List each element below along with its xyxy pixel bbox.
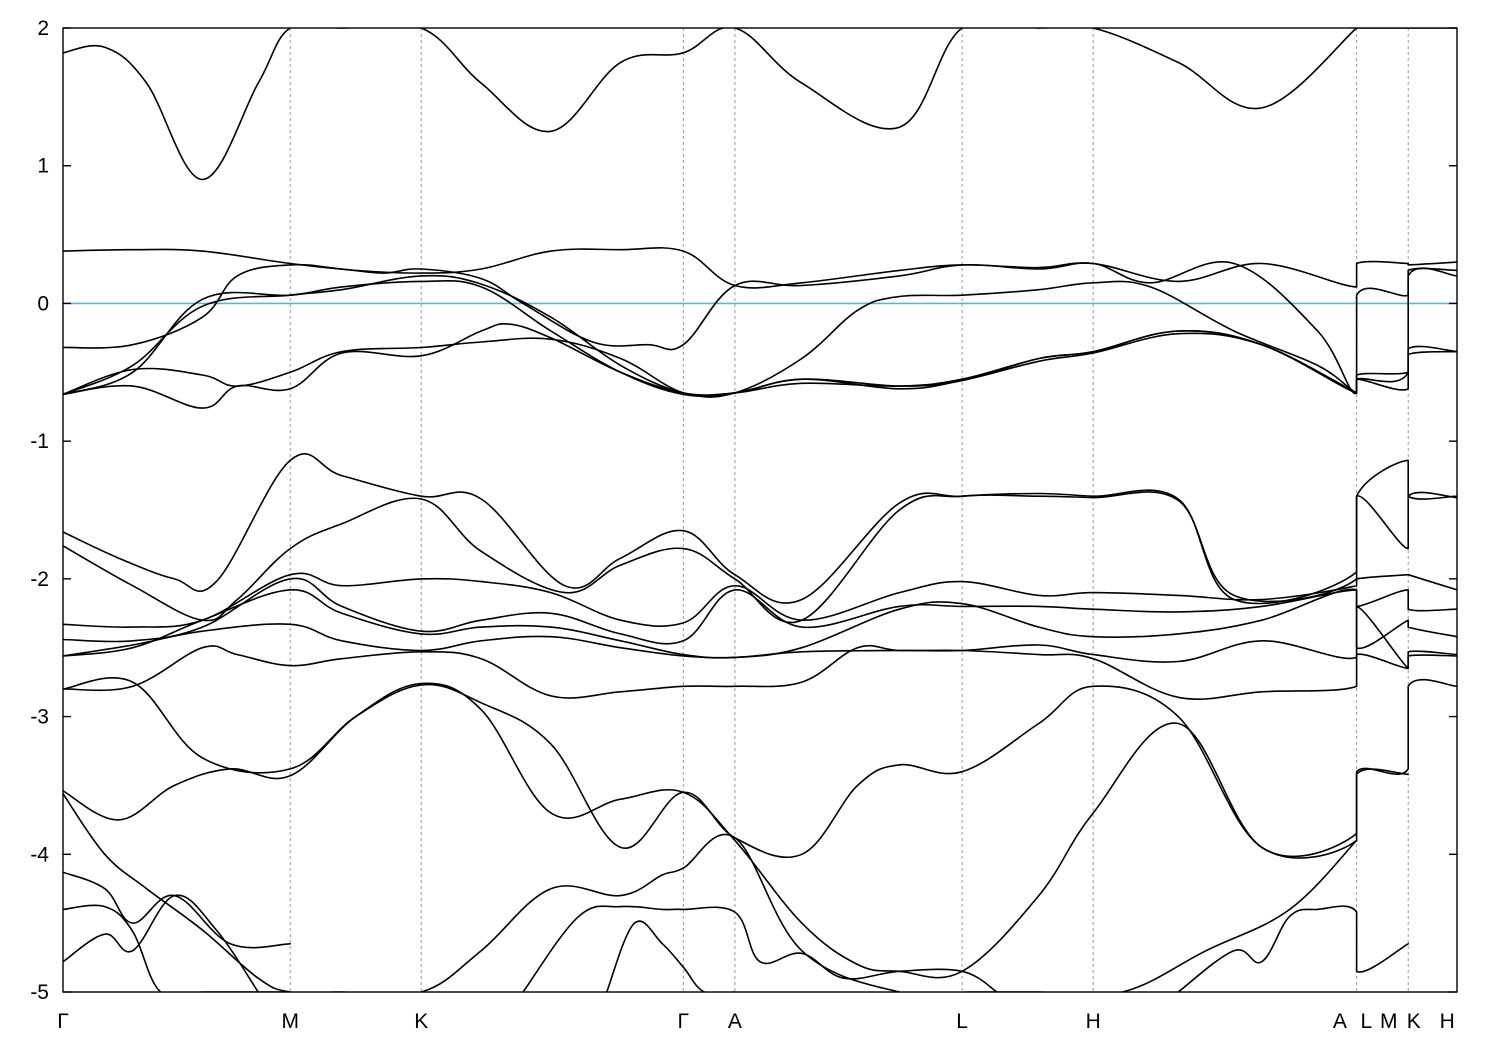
band-line-11 <box>63 577 1457 645</box>
x-tick-label: K <box>414 1010 428 1033</box>
x-tick-label: L <box>1361 1010 1373 1033</box>
y-tick-label: -2 <box>30 568 49 591</box>
x-tick-label: Γ <box>678 1010 690 1033</box>
band-line-9 <box>63 491 1457 624</box>
band-line-14 <box>63 644 1457 700</box>
kpoint-gridlines <box>289 28 1409 992</box>
x-tick-label: K <box>1407 1010 1421 1033</box>
x-tick-label: Γ <box>57 1010 69 1033</box>
band-line-4 <box>63 267 1457 398</box>
y-tick-label: -4 <box>30 843 49 866</box>
band-line-16 <box>63 682 1409 979</box>
x-tick-label: H <box>1086 1010 1101 1033</box>
band-line-22 <box>605 920 736 992</box>
plot-frame <box>62 27 1458 993</box>
band-line-3 <box>63 261 1457 395</box>
band-line-20 <box>63 894 259 992</box>
band-line-6 <box>63 332 1457 398</box>
band-line-18 <box>63 871 291 949</box>
y-tick-label: 1 <box>37 155 49 178</box>
y-axis: -5 -4 -3 -2 -1 0 1 2 <box>30 17 1457 1004</box>
band-line-13 <box>63 605 1457 670</box>
band-line-10 <box>63 572 1457 629</box>
band-line-1 <box>63 28 1457 181</box>
bands <box>63 28 1457 992</box>
band-line-21 <box>522 905 998 992</box>
x-tick-label: H <box>1440 1010 1455 1033</box>
y-tick-label: -5 <box>30 981 49 1004</box>
x-tick-label: M <box>281 1010 299 1033</box>
x-tick-label: L <box>956 1010 968 1033</box>
x-tick-label: A <box>1333 1010 1347 1033</box>
y-tick-label: 2 <box>37 17 49 40</box>
x-tick-label: M <box>1380 1010 1398 1033</box>
y-tick-label: -3 <box>30 706 49 729</box>
band-line-17 <box>63 792 1358 992</box>
band-line-15 <box>63 677 1457 859</box>
band-line-8 <box>63 453 1457 605</box>
y-tick-label: 0 <box>37 292 49 315</box>
band-line-23 <box>1177 905 1409 992</box>
band-line-7 <box>63 322 1358 409</box>
y-tick-label: -1 <box>30 430 49 453</box>
x-tick-label: A <box>728 1010 742 1033</box>
